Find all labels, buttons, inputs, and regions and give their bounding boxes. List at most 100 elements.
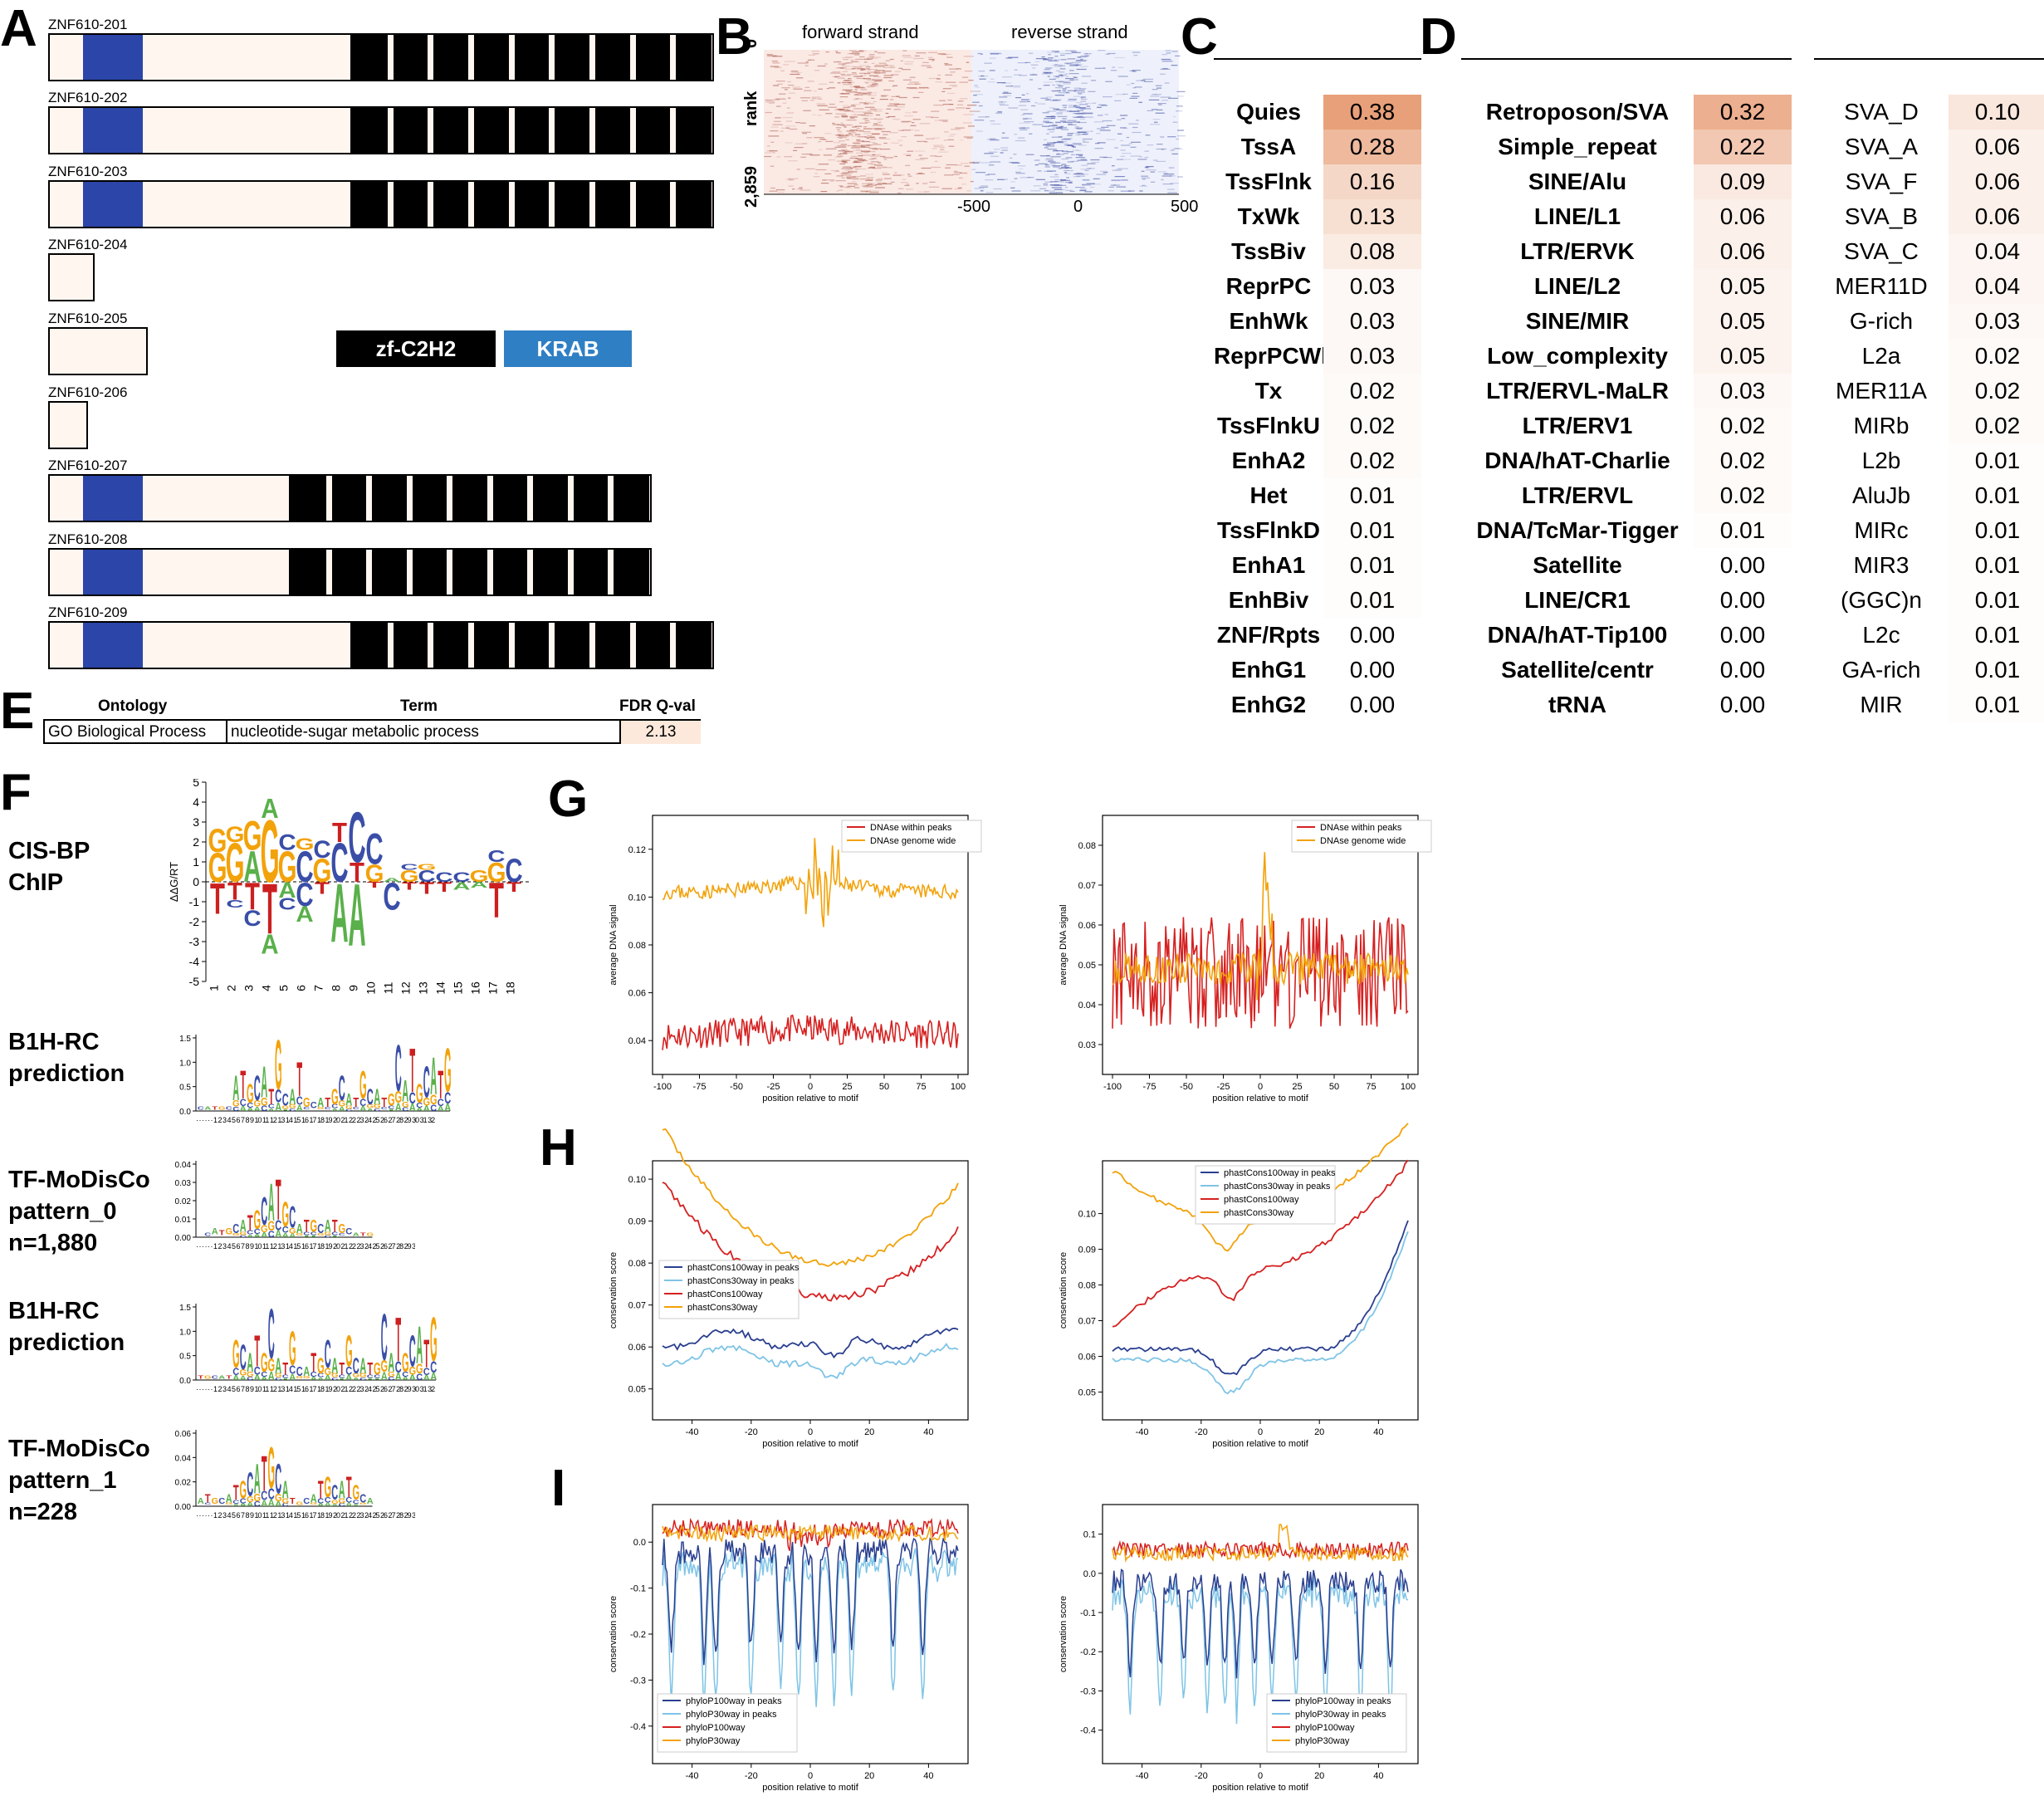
heatmap-mark <box>863 75 867 76</box>
heatmap-mark <box>837 134 844 135</box>
heatmap-mark <box>859 72 866 74</box>
heatmap-mark <box>1076 128 1083 130</box>
heatmap-mark <box>777 191 785 193</box>
logo-glyph: G <box>374 1104 381 1109</box>
logo-letter: G <box>331 1084 339 1109</box>
logo-y-tick-label: 0.5 <box>179 1353 191 1362</box>
heatmap-mark <box>1067 135 1073 136</box>
heatmap-mark <box>959 177 963 179</box>
heatmap-mark <box>783 64 790 66</box>
heatmap-mark <box>959 172 968 174</box>
heatmap-mark <box>1047 129 1055 130</box>
heatmap-mark <box>848 105 856 107</box>
heatmap-mark <box>766 54 773 56</box>
heatmap-mark <box>1091 80 1097 81</box>
logo-glyph: C <box>383 876 400 918</box>
logo-letter: G <box>218 1105 226 1110</box>
logo-letter: C <box>289 1363 296 1377</box>
heatmap-mark <box>1010 181 1016 183</box>
heatmap-mark <box>1161 179 1164 181</box>
x-tick-label: -100 <box>653 1082 672 1092</box>
heatmap-mark <box>1098 50 1106 51</box>
heatmap-mark <box>1067 100 1077 101</box>
logo-glyph: G <box>296 835 315 854</box>
logo-glyph: C <box>204 1502 211 1505</box>
x-tick-label: 20 <box>1314 1427 1324 1437</box>
logo-letter: T <box>332 817 347 848</box>
phastcons100-peaks-line <box>1112 1220 1409 1376</box>
heatmap-mark <box>903 115 914 117</box>
heatmap-mark <box>883 159 888 160</box>
heatmap-mark <box>950 71 956 73</box>
heatmap-mark <box>1044 181 1053 183</box>
term-header: Term <box>400 697 438 715</box>
heatmap-mark <box>928 77 940 80</box>
logo-glyph: T <box>198 1374 204 1379</box>
heatmap-mark <box>846 130 855 132</box>
logo-letter: A <box>470 880 487 889</box>
heatmap-mark <box>841 116 848 118</box>
heatmap-mark <box>902 56 913 58</box>
logo-glyph: T <box>339 1359 345 1379</box>
legend-label: phastCons30way in peaks <box>687 1276 795 1286</box>
dnase-genome-wide-line <box>662 838 959 927</box>
logo-letter: A <box>374 1378 380 1381</box>
heatmap-mark <box>841 177 845 179</box>
heatmap-mark <box>875 64 885 66</box>
heatmap-mark <box>766 150 774 152</box>
heatmap-mark <box>789 128 798 130</box>
table-row-label: SVA_C <box>1844 238 1919 264</box>
logo-glyph: G <box>374 1359 381 1379</box>
heatmap-mark <box>1064 169 1073 172</box>
logo-glyph: C <box>303 1496 310 1505</box>
heatmap-mark <box>1052 84 1055 86</box>
logo-letter: C <box>254 1228 261 1236</box>
heatmap-mark <box>795 77 804 79</box>
heatmap-mark <box>1141 175 1148 177</box>
heatmap-mark <box>885 116 890 118</box>
heatmap-mark <box>1049 125 1059 127</box>
heatmap-mark <box>977 52 981 55</box>
logo-letter: G <box>267 1435 275 1501</box>
heatmap-mark <box>838 150 845 152</box>
zf-legend: zf-C2H2 <box>336 330 496 367</box>
table-row-value: 0.00 <box>1694 583 1792 618</box>
heatmap-mark <box>800 189 811 191</box>
logo-glyph: A <box>348 865 365 965</box>
zf-separator <box>589 623 595 668</box>
heatmap-mark <box>845 62 853 64</box>
heatmap-mark <box>838 131 843 133</box>
heatmap-mark <box>1108 52 1116 55</box>
logo-letter: C <box>247 1102 253 1109</box>
heatmap-mark <box>867 79 875 81</box>
heatmap-mark <box>955 127 965 129</box>
heatmap-mark <box>891 142 899 144</box>
heatmap-mark <box>1068 80 1074 81</box>
table-row-value: 0.06 <box>1694 199 1792 234</box>
heatmap-mark <box>765 111 772 114</box>
heatmap-mark <box>839 135 849 137</box>
logo-glyph: G <box>331 1373 339 1378</box>
heatmap-mark <box>856 139 861 140</box>
heatmap-mark <box>1069 181 1073 183</box>
logo-y-tick-label: 1.0 <box>179 1059 191 1068</box>
logo-glyph: G <box>402 1101 409 1109</box>
heatmap-mark <box>874 51 878 52</box>
heatmap-mark <box>767 145 770 147</box>
logo-letter: C <box>353 1106 359 1110</box>
heatmap-mark <box>1161 54 1167 56</box>
logo-glyph: C <box>212 1374 219 1379</box>
table-row-value: 0.28 <box>1323 130 1421 164</box>
logo-glyph: A <box>416 1315 423 1375</box>
heatmap-mark <box>931 116 939 119</box>
logo-y-tick-label: 0.04 <box>175 1454 192 1463</box>
fdr-cell: 2.13 <box>621 721 701 744</box>
logo-y-tick-label: 0.00 <box>175 1234 192 1243</box>
zf-separator <box>589 182 595 227</box>
legend-label: phyloP100way <box>1295 1723 1355 1733</box>
y-tick-label: 0.08 <box>628 941 646 951</box>
heatmap-x-tick: 500 <box>1171 198 1199 216</box>
heatmap-mark <box>770 66 779 67</box>
logo-letter: A <box>240 1502 247 1507</box>
heatmap-mark <box>945 167 951 169</box>
